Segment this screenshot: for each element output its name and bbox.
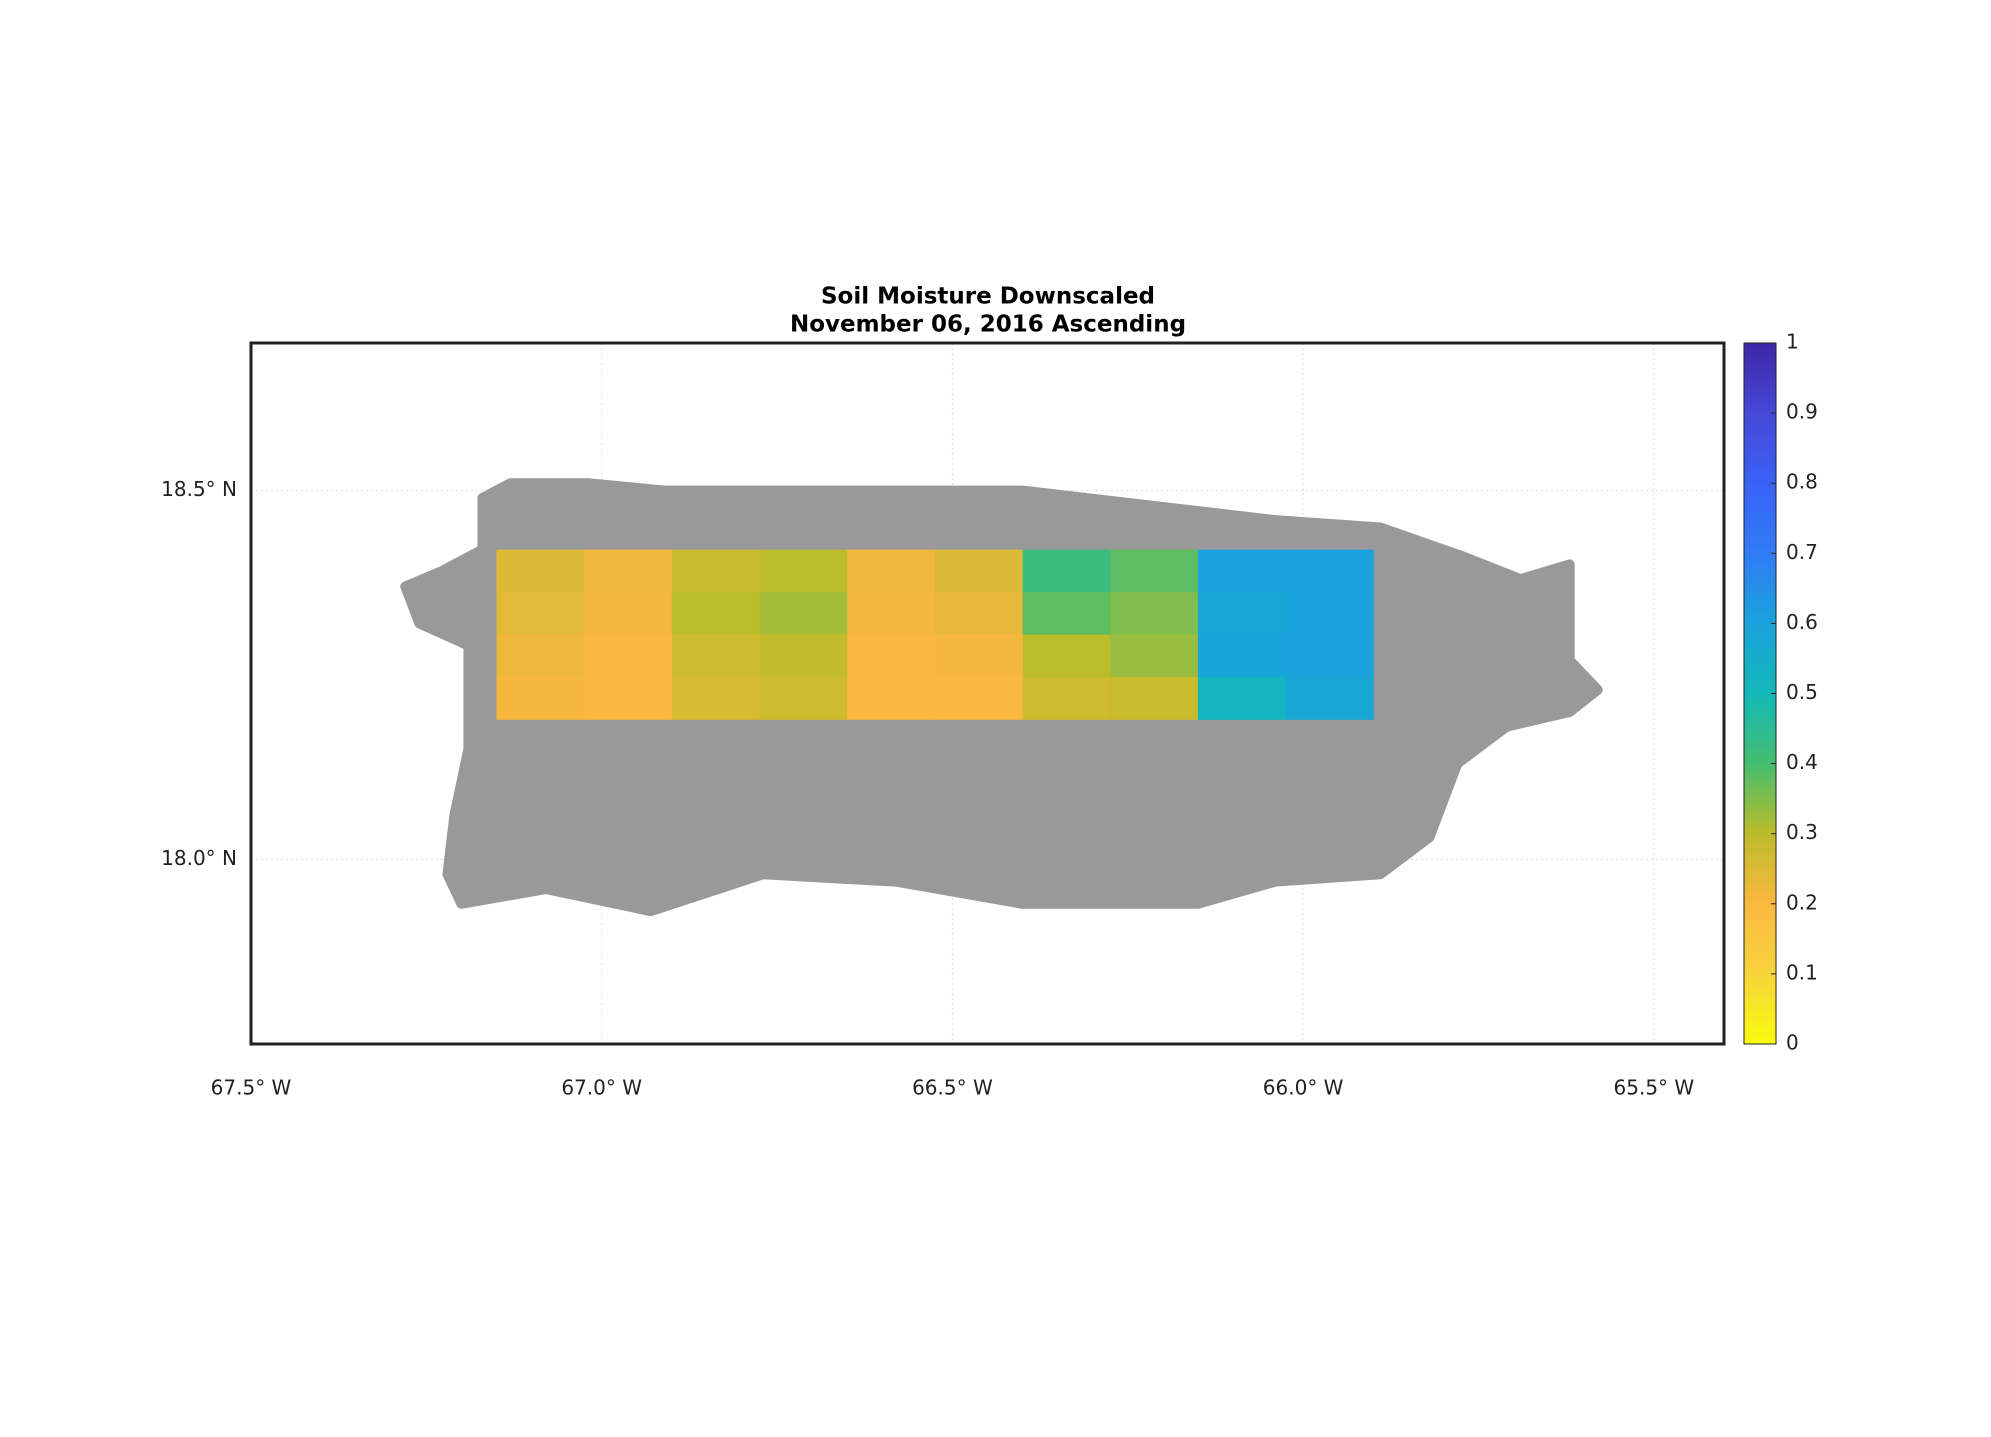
y-tick-label: 18.5° N	[161, 477, 237, 501]
cell	[496, 549, 585, 593]
colorbar-tick-label: 0	[1786, 1031, 1799, 1055]
cell	[759, 676, 848, 720]
colorbar	[1743, 342, 1777, 1045]
cell	[847, 592, 936, 635]
cell	[1285, 676, 1374, 720]
cell	[1110, 634, 1199, 678]
cell	[934, 549, 1024, 593]
cell	[934, 592, 1024, 635]
colorbar-tick-label: 0.1	[1786, 960, 1818, 984]
chart-title: Soil Moisture Downscaled	[821, 284, 1155, 310]
cell	[1285, 592, 1374, 635]
x-tick-label: 67.0° W	[561, 1076, 642, 1100]
cell	[671, 549, 761, 593]
cell	[1285, 549, 1374, 593]
cell	[1022, 634, 1111, 678]
plot-frame	[249, 341, 1726, 1046]
x-tick-label: 65.5° W	[1614, 1076, 1695, 1100]
cell	[934, 634, 1024, 678]
cell	[584, 549, 673, 593]
cell	[584, 592, 673, 635]
colorbar-tick-label: 0.9	[1786, 400, 1818, 424]
cell	[1197, 549, 1287, 593]
cell	[759, 592, 848, 635]
cell	[1285, 634, 1374, 678]
cell	[671, 676, 761, 720]
cell	[584, 634, 673, 678]
cell	[759, 549, 848, 593]
cell	[496, 592, 585, 635]
colorbar-tick-label: 0.2	[1786, 890, 1818, 914]
colorbar-tick-label: 0.5	[1786, 680, 1818, 704]
cell	[1022, 676, 1111, 720]
colorbar-tick-label: 0.4	[1786, 750, 1818, 774]
cell	[847, 549, 936, 593]
chart-subtitle: November 06, 2016 Ascending	[790, 312, 1186, 338]
cell	[1197, 592, 1287, 635]
x-tick-label: 66.5° W	[912, 1076, 993, 1100]
x-tick-label: 66.0° W	[1263, 1076, 1344, 1100]
x-tick-label: 67.5° W	[211, 1076, 292, 1100]
cell	[847, 634, 936, 678]
cell	[1022, 549, 1111, 593]
colorbar-tick-label: 0.6	[1786, 610, 1818, 634]
cell	[496, 634, 585, 678]
cell	[671, 592, 761, 635]
colorbar-tick-label: 0.3	[1786, 820, 1818, 844]
colorbar-tick-label: 0.8	[1786, 470, 1818, 494]
cell	[1110, 592, 1199, 635]
cell	[496, 676, 585, 720]
colorbar-tick-label: 1	[1786, 330, 1799, 354]
cell	[934, 676, 1024, 720]
cell	[759, 634, 848, 678]
cell	[1197, 634, 1287, 678]
cell	[1197, 676, 1287, 720]
cell	[1022, 592, 1111, 635]
cell	[671, 634, 761, 678]
cell	[1110, 676, 1199, 720]
cell	[847, 676, 936, 720]
cell	[1110, 549, 1199, 593]
colorbar-tick-label: 0.7	[1786, 540, 1818, 564]
cell	[584, 676, 673, 720]
y-tick-label: 18.0° N	[161, 846, 237, 870]
